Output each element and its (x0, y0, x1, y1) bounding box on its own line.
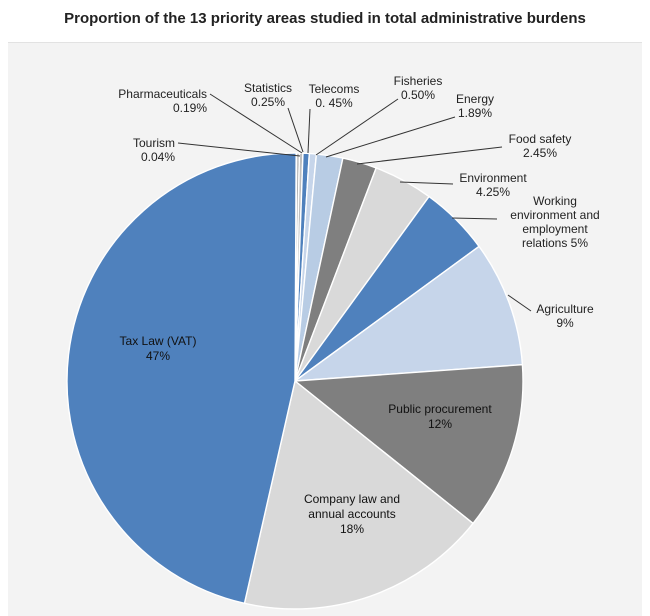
slice-value-tourism: 0.04% (141, 150, 175, 164)
pie-slice-company-law-and-annual-accounts (243, 379, 475, 610)
slice-label-statistics: Statistics (244, 81, 292, 95)
leader-line-agriculture (507, 294, 532, 312)
pie-slice-tax-law-vat (66, 152, 297, 605)
slice-label-working-environment-and-employment-relations: Working (533, 194, 577, 208)
slice-value-environment: 4.25% (476, 185, 510, 199)
slice-label-agriculture: Agriculture (536, 302, 594, 316)
slice-value-energy: 1.89% (458, 106, 492, 120)
leader-lines (177, 93, 532, 312)
slice-value-working-environment-and-employment-relations: relations 5% (522, 236, 588, 250)
leader-line-pharmaceuticals (209, 93, 303, 154)
leader-line-telecoms (307, 108, 311, 154)
slice-label-working-environment-and-employment-relations: employment (522, 222, 588, 236)
leader-line-working-environment-and-employment-relations (451, 217, 498, 220)
pie-slice-agriculture (292, 245, 524, 382)
leader-line-fisheries (315, 98, 399, 156)
leader-line-environment (399, 181, 454, 185)
slice-value-statistics: 0.25% (251, 95, 285, 109)
leader-line-tourism (177, 142, 301, 157)
slice-label-company-law-and-annual-accounts: annual accounts (308, 507, 395, 521)
slice-label-telecoms: Telecoms (309, 82, 360, 96)
leader-line-statistics (287, 107, 304, 153)
slice-label-fisheries: Fisheries (394, 74, 443, 88)
slice-value-fisheries: 0.50% (401, 88, 435, 102)
slice-label-food-safety: Food safety (509, 132, 572, 146)
slice-label-pharmaceuticals: Pharmaceuticals (118, 87, 207, 101)
chart-title: Proportion of the 13 priority areas stud… (64, 10, 586, 27)
slice-label-tourism: Tourism (133, 136, 175, 150)
slice-value-telecoms: 0. 45% (315, 96, 353, 110)
slice-value-public-procurement: 12% (428, 417, 452, 431)
slice-value-company-law-and-annual-accounts: 18% (340, 522, 364, 536)
slice-value-pharmaceuticals: 0.19% (173, 101, 207, 115)
pie-slice-public-procurement (293, 363, 524, 525)
slice-label-company-law-and-annual-accounts: Company law and (304, 492, 400, 506)
leader-line-energy (325, 116, 456, 158)
slice-label-working-environment-and-employment-relations: environment and (510, 208, 599, 222)
slice-label-environment: Environment (459, 171, 527, 185)
slice-value-tax-law-vat: 47% (146, 349, 170, 363)
slice-label-tax-law-vat: Tax Law (VAT) (120, 334, 197, 348)
leader-line-food-safety (356, 146, 503, 165)
pie-slices (66, 152, 524, 610)
slice-label-public-procurement: Public procurement (388, 402, 492, 416)
slice-value-food-safety: 2.45% (523, 146, 557, 160)
slice-value-agriculture: 9% (556, 316, 574, 330)
slice-label-energy: Energy (456, 92, 494, 106)
